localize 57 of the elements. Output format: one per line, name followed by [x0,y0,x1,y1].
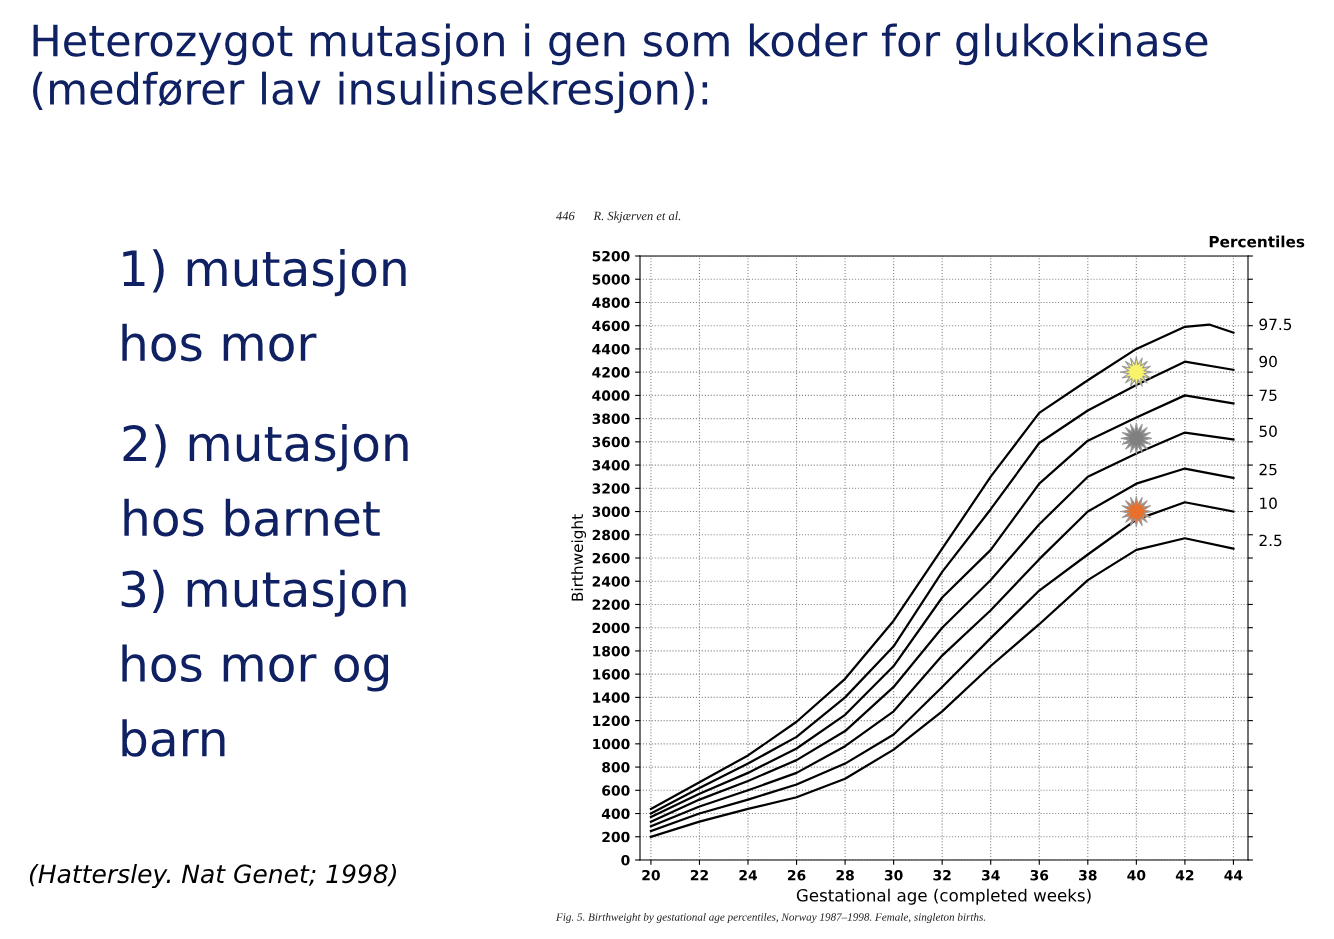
y-tick-label: 600 [602,785,630,796]
x-tick-label: 40 [1127,869,1146,881]
y-tick-label: 3600 [592,436,630,448]
y-tick-label: 4600 [592,320,630,332]
legend-label: 50 [1259,425,1277,438]
x-tick-label: 42 [1175,869,1194,881]
text: 2) mutasjon hos barnet [123,424,408,537]
y-tick-label: 5000 [592,274,630,285]
x-tick-label: 34 [981,869,1000,881]
x-tick-label: 38 [1079,869,1097,881]
y-tick-label: 4400 [592,343,630,355]
x-tick-label: 36 [1030,869,1049,881]
y-tick-label: 3800 [592,413,630,425]
y-tick-label: 2200 [592,599,630,610]
y-tick-label: 1800 [593,645,630,657]
y-tick-label: 1200 [593,715,630,727]
y-tick-label: 800 [602,762,630,773]
y-tick-label: 4200 [592,367,630,378]
y-tick-label: 200 [602,831,630,843]
text: 1) mutasjon hos mor [122,249,406,362]
chart-title: Heterozygot mutasjon i gen som koder for glukokinase (medfører lav insulinsekresjon): [33,23,1208,114]
legend-label: 25 [1259,463,1277,476]
y-tick-label: 0 [621,854,630,866]
y-tick-label: 2800 [592,529,630,541]
y-tick-label: 4000 [592,390,630,401]
x-tick-label: 26 [787,869,806,881]
y-tick-label: 2000 [592,622,630,634]
y-tick-label: 1400 [593,692,630,703]
legend-label: 10 [1260,497,1277,510]
y-axis-title: Birthweight [571,514,587,601]
legend-label: 90 [1259,355,1277,368]
x-tick-label: 20 [642,869,660,881]
y-tick-label: 2400 [592,576,630,587]
x-tick-label: 30 [884,869,903,881]
y-tick-label: 2600 [592,552,630,564]
x-tick-label: 22 [690,869,708,881]
x-tick-label: 32 [933,869,951,881]
y-tick-label: 3000 [592,506,630,518]
y-tick-label: 400 [601,808,630,820]
y-tick-label: 3400 [592,460,630,471]
legend-title: Percentiles [1209,235,1305,248]
text: 446 R. Skjærven et al. [556,211,681,223]
legend-label: 2.5 [1259,534,1282,547]
caption: Fig. 5. Birthweight by gestational age percentiles, Norway 1987–1998. Female, singleton births. [555,912,986,924]
y-tick-label: 5200 [592,250,630,262]
x-tick-label: 44 [1224,870,1243,881]
y-tick-label: 4800 [592,297,630,308]
text: 3) mutasjon hos mor og barn [121,569,406,757]
y-tick-label: 1600 [593,669,630,680]
x-tick-label: 24 [739,869,758,881]
text: (Hattersley. Nat Genet; 1998) [29,863,396,889]
y-tick-label: 1000 [593,738,630,750]
x-tick-label: 28 [836,869,854,881]
x-axis-title: Gestational age (completed weeks) [796,888,1091,905]
legend-label: 75 [1259,389,1277,401]
legend-label: 97.5 [1259,318,1292,331]
y-tick-label: 3200 [592,483,630,494]
